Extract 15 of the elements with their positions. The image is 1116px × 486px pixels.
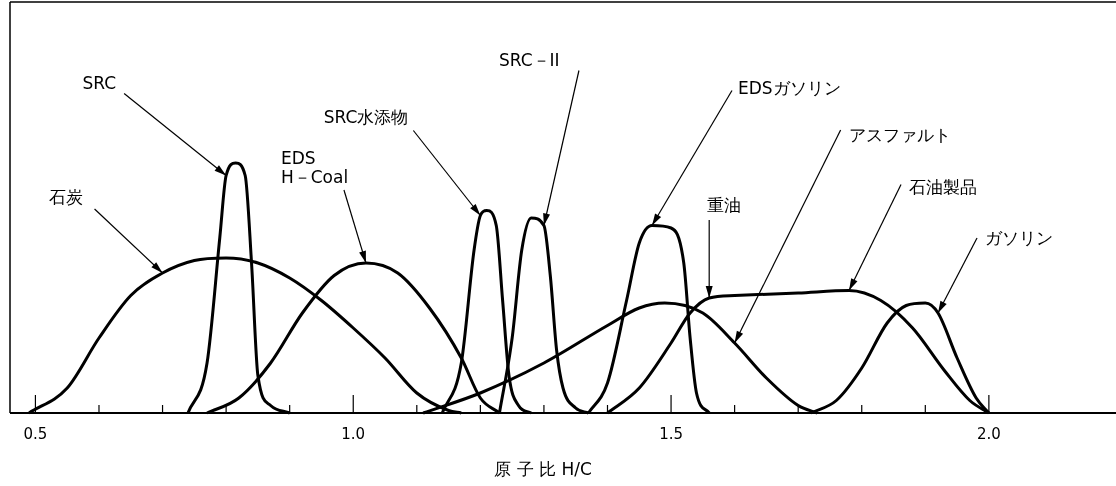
annotation: 石油製品	[909, 176, 978, 197]
annotation: 重油	[707, 195, 742, 215]
annotation: ガソリン	[985, 228, 1054, 248]
x-tick-label: 0.5	[23, 425, 48, 443]
x-tick-label: 1.5	[659, 425, 683, 443]
annotation: アスファルト	[848, 125, 951, 145]
annotation: SRC水添物	[323, 106, 409, 127]
x-tick-label: 2.0	[976, 425, 1001, 443]
annotation: EDSガソリン	[737, 77, 841, 98]
annotation: 石炭	[48, 187, 83, 207]
annotation: SRC	[82, 72, 117, 93]
x-axis-title: 原 子 比 H/C	[494, 459, 592, 479]
annotation: SRC－II	[498, 49, 560, 70]
annotation: EDS H－Coal	[280, 148, 349, 187]
x-tick-label: 1.0	[341, 425, 366, 443]
